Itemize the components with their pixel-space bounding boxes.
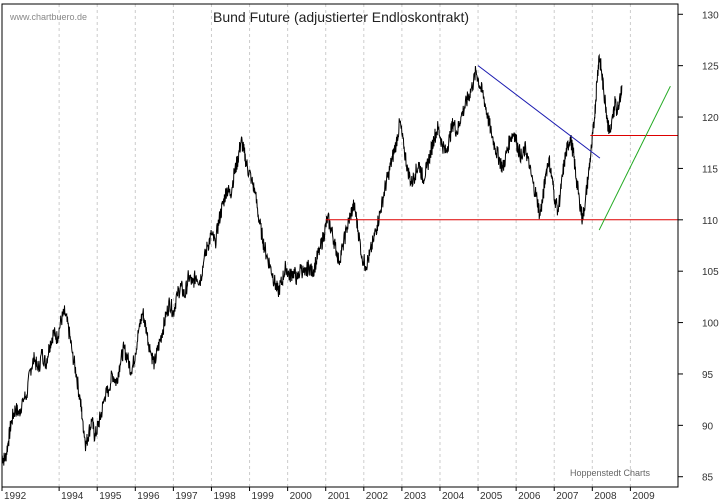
y-tick-label: 130 bbox=[702, 10, 719, 21]
x-tick-label: 2002 bbox=[366, 491, 389, 502]
x-tick-label: 1996 bbox=[137, 491, 160, 502]
uptrend-line bbox=[598, 85, 671, 231]
x-tick-label: 2001 bbox=[328, 491, 351, 502]
downtrend-line bbox=[477, 65, 601, 159]
plot-frame bbox=[1, 3, 679, 488]
chart-title: Bund Future (adjustierter Endloskontrakt… bbox=[213, 9, 469, 25]
y-tick-label: 120 bbox=[702, 113, 719, 124]
y-tick-label: 100 bbox=[702, 319, 719, 330]
x-tick-label: 2009 bbox=[632, 491, 655, 502]
x-tick-label: 1995 bbox=[99, 491, 122, 502]
y-tick-label: 110 bbox=[702, 216, 718, 227]
x-tick-label: 1997 bbox=[175, 491, 198, 502]
x-tick-label: 2008 bbox=[594, 491, 617, 502]
plot-area bbox=[1, 53, 678, 466]
x-tick-label: 2000 bbox=[290, 491, 313, 502]
x-tick-label: 1998 bbox=[213, 491, 236, 502]
y-tick-label: 105 bbox=[702, 267, 719, 278]
x-tick-label: 1992 bbox=[4, 491, 27, 502]
watermark: www.chartbuero.de bbox=[9, 12, 87, 22]
credit-label: Hoppenstedt Charts bbox=[570, 468, 651, 478]
x-tick-label: 2006 bbox=[518, 491, 541, 502]
y-tick-label: 90 bbox=[702, 421, 714, 432]
x-tick-label: 2004 bbox=[442, 491, 465, 502]
price-line bbox=[1, 53, 623, 466]
y-axis: 85 90 95 100 105 110 115 120 125 130 bbox=[678, 10, 719, 484]
y-tick-label: 115 bbox=[702, 164, 718, 175]
y-tick-label: 125 bbox=[702, 62, 719, 73]
x-tick-label: 1994 bbox=[61, 491, 84, 502]
x-tick-label: 2003 bbox=[404, 491, 427, 502]
y-tick-label: 85 bbox=[702, 473, 714, 484]
x-tick-label: 1999 bbox=[252, 491, 275, 502]
x-axis: 1992 1994 1995 1996 1997 1998 1999 2000 2001 2002… bbox=[1, 487, 655, 502]
x-tick-label: 2005 bbox=[480, 491, 503, 502]
grid bbox=[58, 4, 631, 487]
y-tick-label: 95 bbox=[702, 370, 714, 381]
x-tick-label: 2007 bbox=[556, 491, 579, 502]
